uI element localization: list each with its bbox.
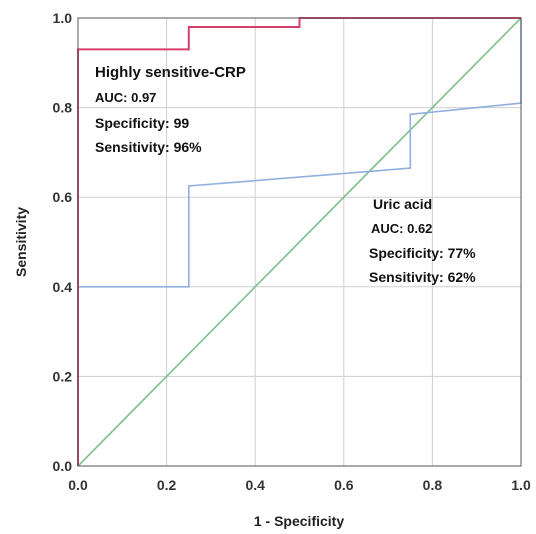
x-tick-label: 0.4 [245,477,265,493]
x-tick-label: 0.0 [68,477,88,493]
x-tick-label: 0.2 [157,477,177,493]
x-tick-label: 0.6 [334,477,354,493]
y-tick-label: 1.0 [53,10,73,26]
uric-annotation-title: Uric acid [373,196,432,212]
uric-annotation-sensitivity: Sensitivity: 62% [369,269,476,285]
crp-annotation-auc: AUC: 0.97 [95,90,156,105]
y-axis-title: Sensitivity [13,207,29,277]
x-tick-label: 0.8 [423,477,443,493]
x-tick-label: 1.0 [511,477,531,493]
y-tick-label: 0.2 [53,368,73,384]
y-tick-label: 0.0 [53,458,73,474]
y-tick-label: 0.6 [53,189,73,205]
y-tick-label: 0.4 [53,279,73,295]
x-axis-title: 1 - Specificity [254,513,344,529]
crp-annotation-sensitivity: Sensitivity: 96% [95,139,202,155]
y-tick-label: 0.8 [53,100,73,116]
uric-annotation-specificity: Specificity: 77% [369,245,476,261]
crp-annotation-title: Highly sensitive-CRP [95,64,246,81]
uric-annotation-auc: AUC: 0.62 [371,221,432,236]
crp-annotation-specificity: Specificity: 99 [95,115,189,131]
